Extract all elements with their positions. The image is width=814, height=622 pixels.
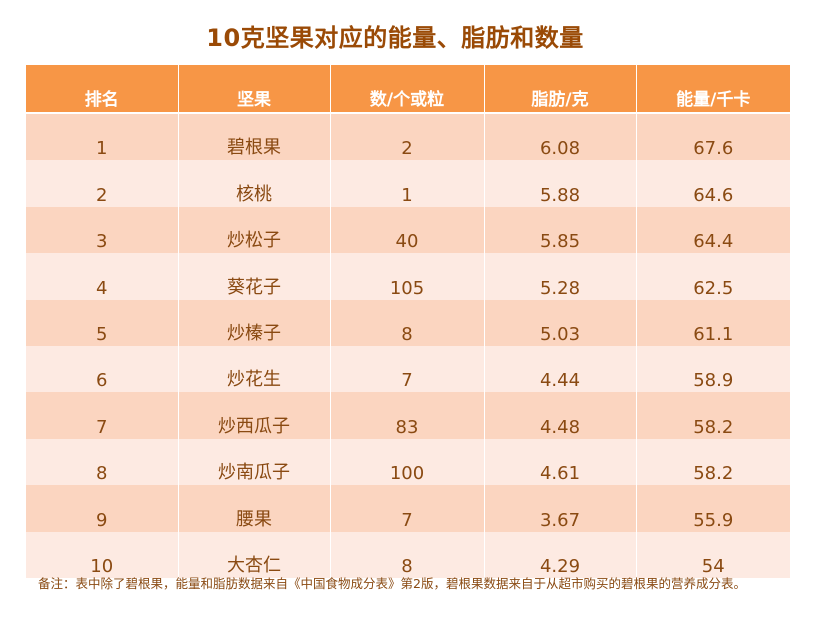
cell-nut: 碧根果 <box>178 113 331 161</box>
column-header-energy: 能量/千卡 <box>636 65 790 113</box>
cell-rank: 1 <box>26 113 179 161</box>
table-row: 7 炒西瓜子 83 4.48 58.2 <box>26 392 790 439</box>
cell-energy: 64.6 <box>636 160 790 207</box>
cell-energy: 58.2 <box>636 438 790 486</box>
cell-nut: 大杏仁 <box>178 531 331 578</box>
cell-fat: 6.08 <box>484 113 637 161</box>
cell-fat: 5.28 <box>484 253 637 300</box>
cell-nut: 炒松子 <box>178 206 331 254</box>
cell-count: 2 <box>330 113 485 161</box>
cell-count: 100 <box>330 438 485 486</box>
cell-fat: 4.44 <box>484 345 637 393</box>
column-header-count: 数/个或粒 <box>330 65 485 113</box>
footnote: 备注：表中除了碧根果，能量和脂肪数据来自《中国食物成分表》第2版，碧根果数据来自… <box>38 576 746 591</box>
cell-rank: 4 <box>26 253 179 300</box>
cell-energy: 58.9 <box>636 345 790 393</box>
table-row: 3 炒松子 40 5.85 64.4 <box>26 206 790 254</box>
cell-rank: 3 <box>26 206 179 254</box>
table-header-row: 排名 坚果 数/个或粒 脂肪/克 能量/千卡 <box>26 65 790 113</box>
cell-energy: 55.9 <box>636 485 790 532</box>
cell-nut: 炒南瓜子 <box>178 438 331 486</box>
table-row: 2 核桃 1 5.88 64.6 <box>26 160 790 207</box>
table-row: 4 葵花子 105 5.28 62.5 <box>26 253 790 300</box>
cell-count: 8 <box>330 531 485 578</box>
page-title: 10克坚果对应的能量、脂肪和数量 <box>206 24 584 52</box>
cell-count: 8 <box>330 299 485 346</box>
cell-fat: 5.88 <box>484 160 637 207</box>
cell-fat: 4.61 <box>484 438 637 486</box>
cell-count: 7 <box>330 485 485 532</box>
table-row: 6 炒花生 7 4.44 58.9 <box>26 345 790 393</box>
cell-nut: 腰果 <box>178 485 331 532</box>
column-header-nut: 坚果 <box>178 65 331 113</box>
cell-rank: 9 <box>26 485 179 532</box>
cell-rank: 8 <box>26 438 179 486</box>
cell-energy: 54 <box>636 531 790 578</box>
table-row: 8 炒南瓜子 100 4.61 58.2 <box>26 438 790 486</box>
cell-nut: 炒西瓜子 <box>178 392 331 439</box>
table-row: 9 腰果 7 3.67 55.9 <box>26 485 790 532</box>
cell-energy: 61.1 <box>636 299 790 346</box>
cell-fat: 3.67 <box>484 485 637 532</box>
cell-count: 105 <box>330 253 485 300</box>
cell-nut: 葵花子 <box>178 253 331 300</box>
column-header-fat: 脂肪/克 <box>484 65 637 113</box>
cell-nut: 炒花生 <box>178 345 331 393</box>
cell-energy: 58.2 <box>636 392 790 439</box>
column-header-rank: 排名 <box>26 65 179 113</box>
cell-rank: 7 <box>26 392 179 439</box>
cell-nut: 核桃 <box>178 160 331 207</box>
cell-fat: 4.48 <box>484 392 637 439</box>
cell-rank: 10 <box>26 531 179 578</box>
cell-count: 1 <box>330 160 485 207</box>
cell-energy: 62.5 <box>636 253 790 300</box>
cell-rank: 2 <box>26 160 179 207</box>
cell-fat: 4.29 <box>484 531 637 578</box>
table-row: 5 炒榛子 8 5.03 61.1 <box>26 299 790 346</box>
cell-rank: 6 <box>26 345 179 393</box>
cell-fat: 5.03 <box>484 299 637 346</box>
cell-energy: 64.4 <box>636 206 790 254</box>
cell-nut: 炒榛子 <box>178 299 331 346</box>
cell-rank: 5 <box>26 299 179 346</box>
cell-count: 83 <box>330 392 485 439</box>
table-row: 1 碧根果 2 6.08 67.6 <box>26 113 790 161</box>
cell-count: 7 <box>330 345 485 393</box>
nut-nutrition-table: 排名 坚果 数/个或粒 脂肪/克 能量/千卡 1 碧根果 2 6.08 67.6… <box>26 65 790 578</box>
table-row: 10 大杏仁 8 4.29 54 <box>26 531 790 578</box>
cell-fat: 5.85 <box>484 206 637 254</box>
cell-energy: 67.6 <box>636 113 790 161</box>
cell-count: 40 <box>330 206 485 254</box>
